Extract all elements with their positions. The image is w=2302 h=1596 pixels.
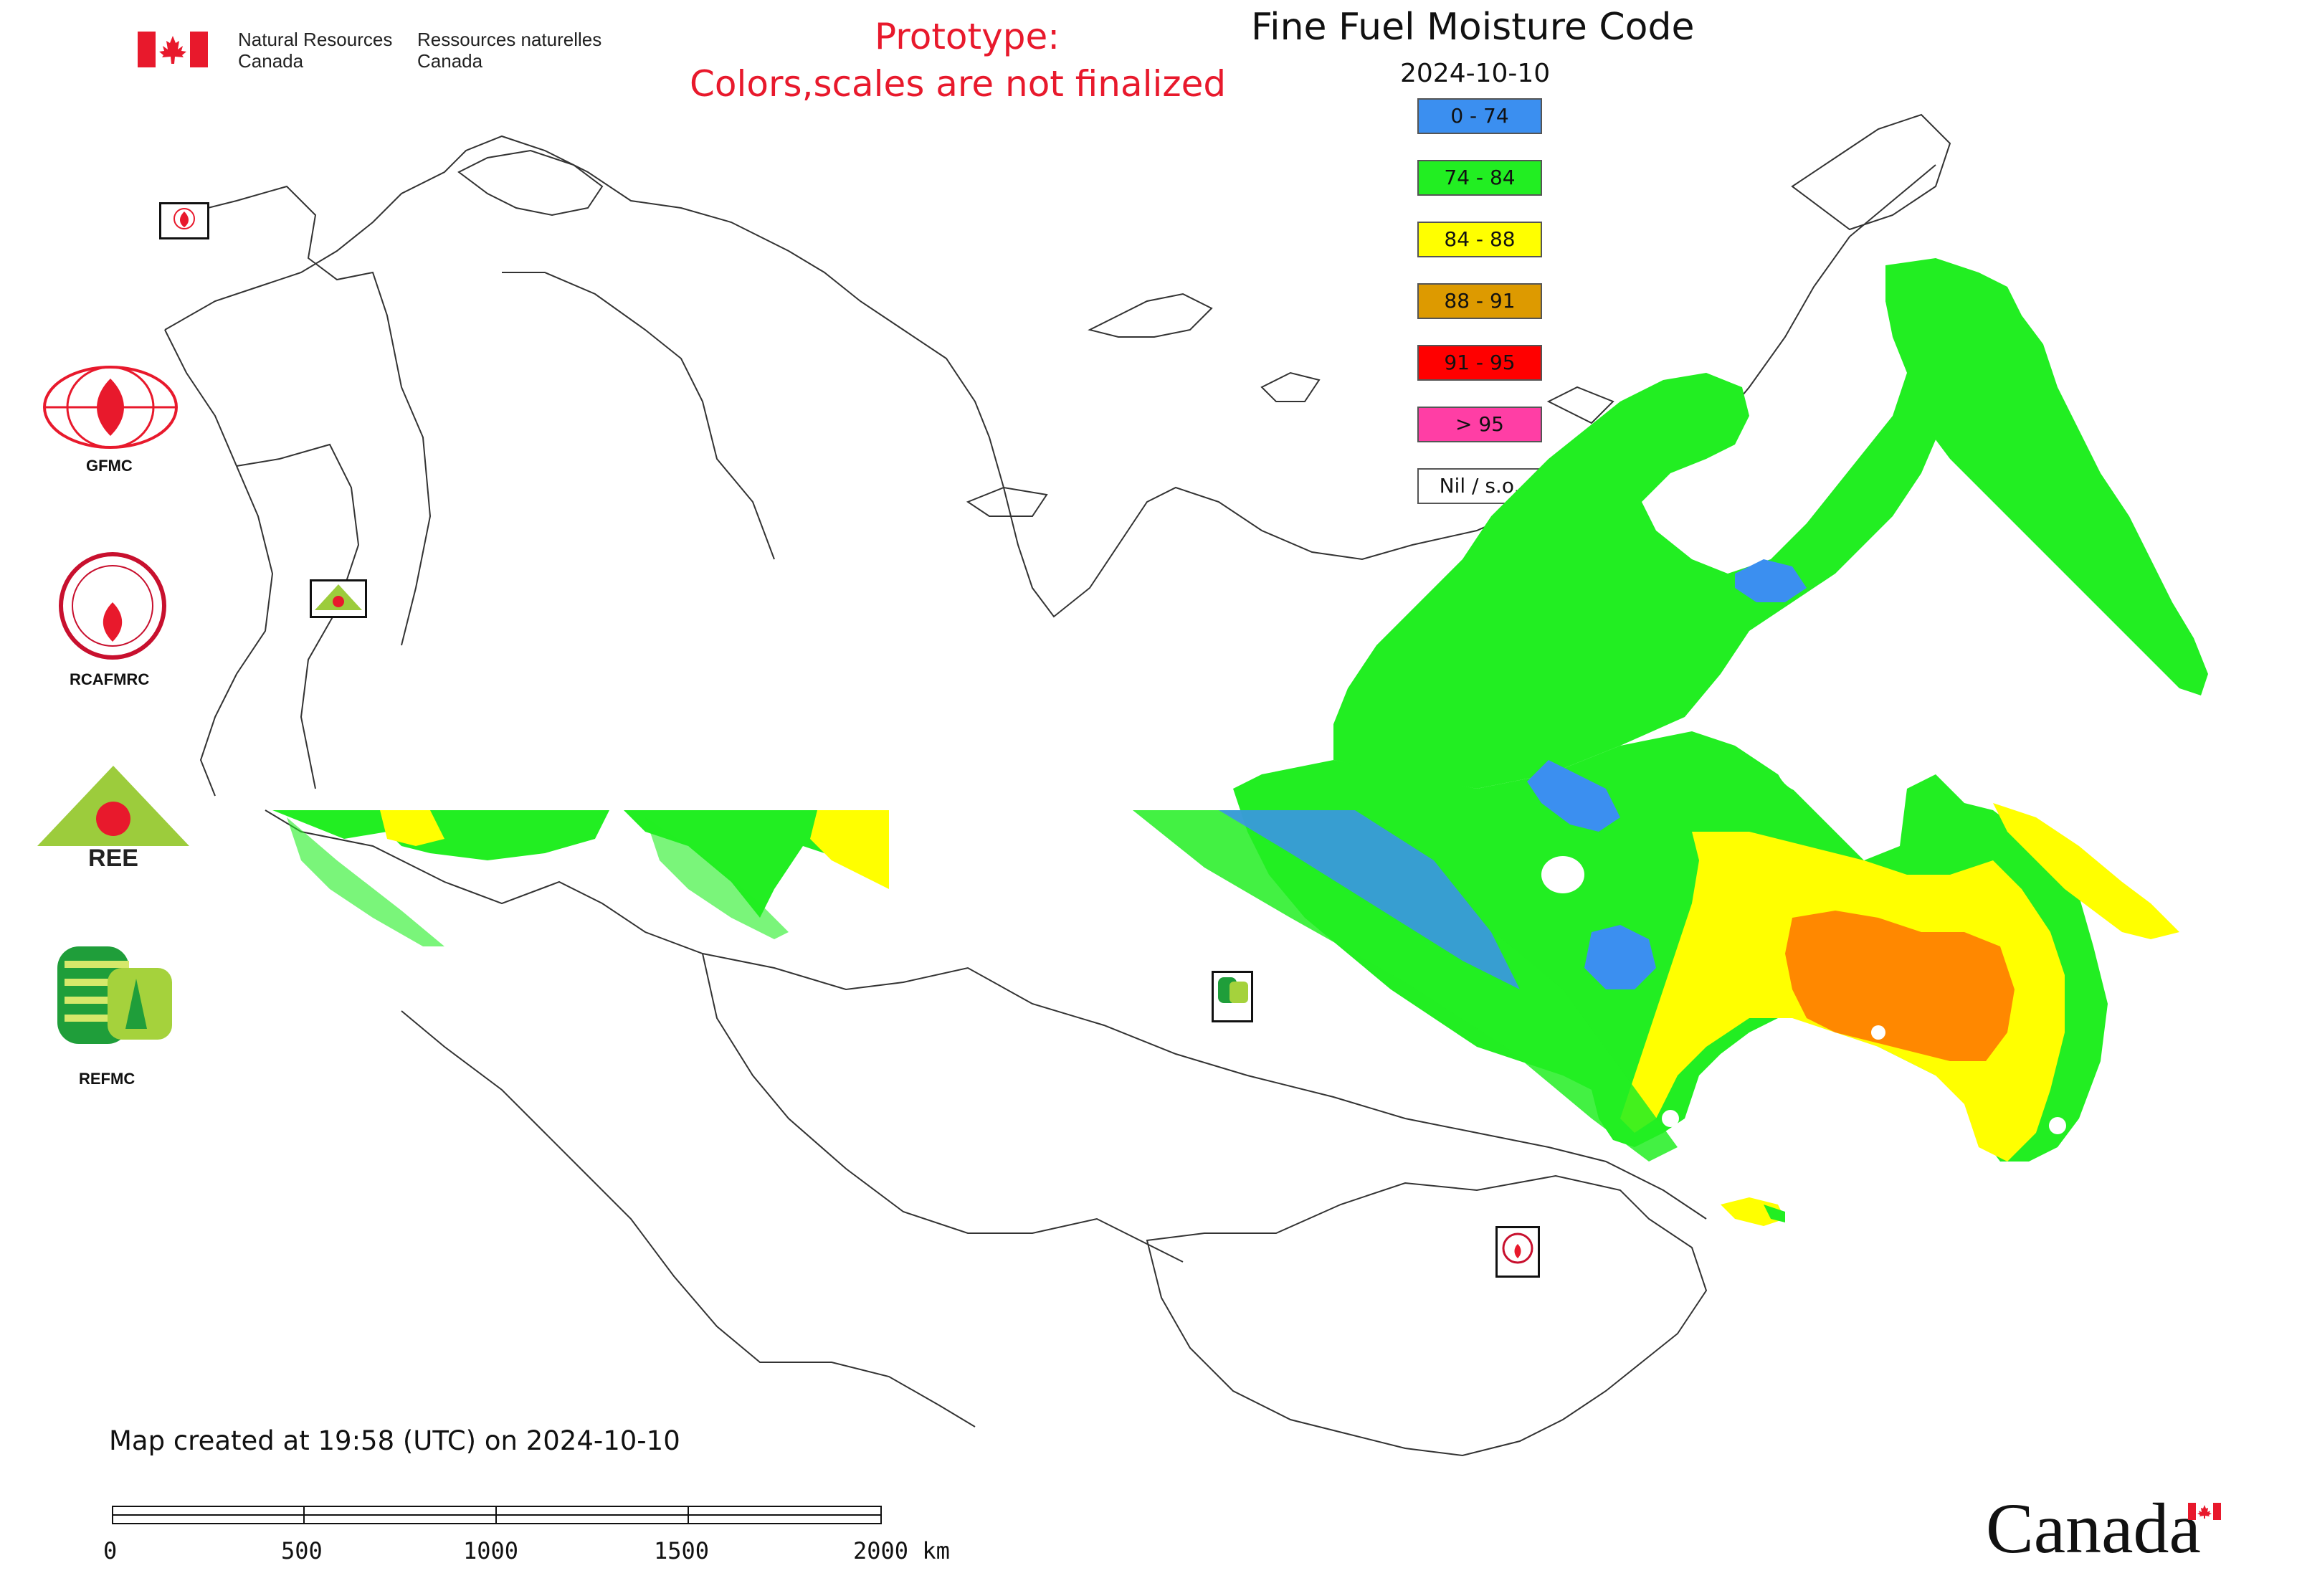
refmc-logo	[57, 946, 172, 1044]
scale-label: 1500	[654, 1537, 710, 1564]
prototype-notice-line2: Colors,scales are not finalized	[690, 63, 1227, 105]
canada-flag-icon	[138, 32, 208, 67]
dept-name-fr-line1: Ressources naturelles	[417, 29, 602, 50]
ffmc-raster-streaks	[272, 810, 1678, 1162]
refmc-map-marker	[1212, 971, 1253, 1022]
sakhalin-region	[1721, 1197, 1785, 1226]
reefmc-logo: REE	[37, 766, 189, 873]
rcafmrc-label: RCAFMRC	[70, 670, 150, 688]
canada-wordmark: Canada	[1986, 1488, 2201, 1568]
scale-label: 500	[281, 1537, 323, 1564]
arctic-islands	[457, 113, 1951, 517]
canada-wordmark-flag-icon	[2188, 1503, 2221, 1520]
legend-item: 0 - 74	[1417, 98, 1542, 134]
refmc-label: REFMC	[79, 1070, 135, 1088]
legend-item: 88 - 91	[1417, 283, 1542, 319]
legend-item: 84 - 88	[1417, 222, 1542, 257]
legend-item: 91 - 95	[1417, 345, 1542, 381]
legend: 0 - 74 74 - 84 84 - 88 88 - 91 91 - 95 >…	[1417, 98, 1546, 514]
scale-label: 1000	[463, 1537, 519, 1564]
reefmc-map-marker	[310, 579, 367, 618]
legend-item: 74 - 84	[1417, 160, 1542, 196]
dept-name-en-line2: Canada	[238, 50, 304, 72]
dept-name-fr-line2: Canada	[417, 50, 483, 72]
legend-item: > 95	[1417, 407, 1542, 442]
gfmc-label: GFMC	[86, 457, 133, 475]
gfmc-logo	[39, 364, 182, 450]
map-created-timestamp: Map created at 19:58 (UTC) on 2024-10-10	[109, 1425, 680, 1456]
gfmc-map-marker	[159, 202, 209, 239]
scale-bar	[112, 1506, 882, 1524]
rcafmrc-logo	[59, 552, 166, 660]
map-date: 2024-10-10	[1400, 59, 1551, 88]
scale-label: 0	[103, 1537, 118, 1564]
dept-name-en-line1: Natural Resources	[238, 29, 393, 50]
scale-label: 2000 km	[853, 1537, 950, 1564]
map-title: Fine Fuel Moisture Code	[1251, 6, 1695, 49]
rcafmrc-map-marker	[1495, 1226, 1540, 1278]
svg-text:REE: REE	[88, 845, 138, 872]
ffmc-raster	[1233, 258, 2208, 1162]
prototype-notice-line1: Prototype:	[875, 16, 1060, 57]
